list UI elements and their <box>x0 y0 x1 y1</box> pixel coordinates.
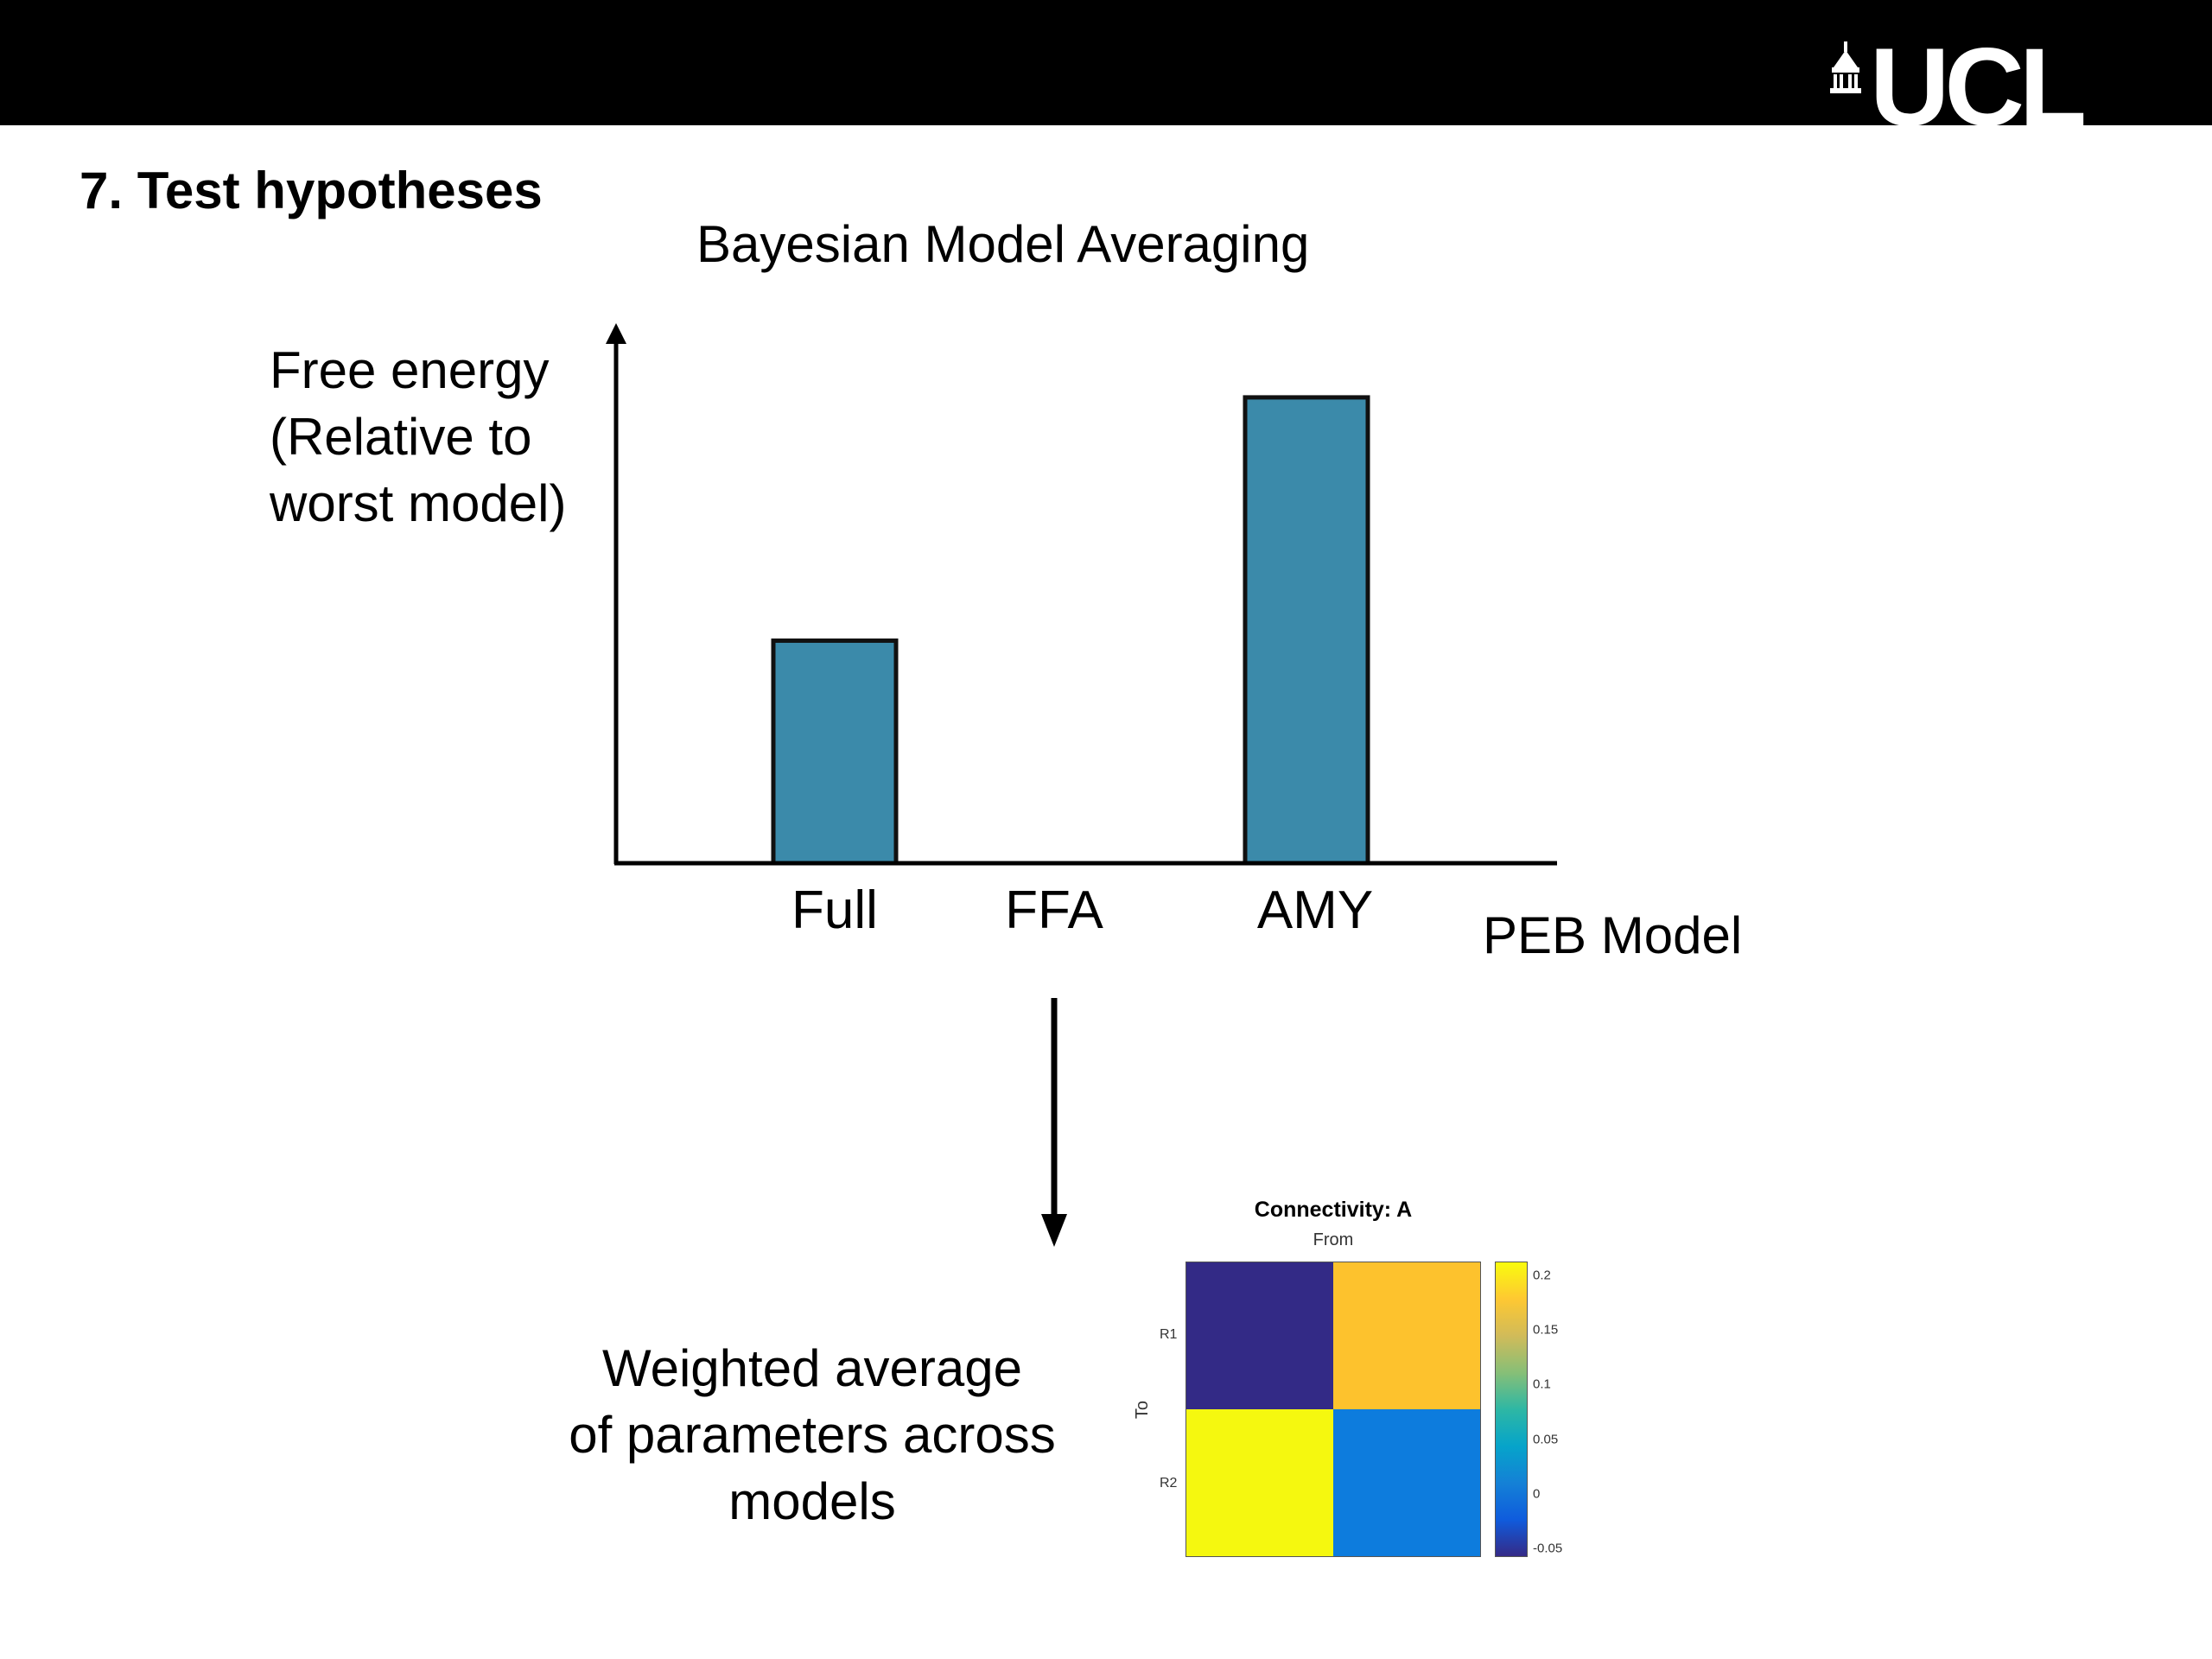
heatmap-cell <box>1186 1409 1333 1556</box>
heatmap-y-label: To <box>1133 1400 1153 1420</box>
caption-line: Weighted average <box>602 1339 1022 1397</box>
colorbar-tick-label: 0 <box>1533 1486 1541 1502</box>
colorbar <box>1495 1262 1528 1557</box>
heatmap-grid <box>1185 1262 1481 1557</box>
bar-full <box>771 638 899 866</box>
caption-line: models <box>728 1472 896 1530</box>
ucl-logo-graphic: UCL <box>1830 35 2089 125</box>
heatmap-cell <box>1333 1409 1480 1556</box>
colorbar-tick-label: 0.2 <box>1533 1268 1551 1283</box>
y-axis-label-line: Free energy <box>270 341 550 399</box>
y-axis-label: Free energy (Relative to worst model) <box>270 337 566 537</box>
y-axis-label-line: (Relative to <box>270 408 532 466</box>
slide-title: 7. Test hypotheses <box>79 162 543 219</box>
y-axis-arrow-icon <box>606 323 626 344</box>
heatmap-row-label: R1 <box>1160 1327 1178 1342</box>
colorbar-tick-label: -0.05 <box>1533 1541 1563 1556</box>
caption-line: of parameters across <box>569 1406 1056 1464</box>
colorbar-tick-label: 0.05 <box>1533 1432 1559 1447</box>
down-arrow-icon <box>1041 998 1067 1247</box>
y-axis-label-line: worst model) <box>270 474 567 532</box>
x-tick-label: Full <box>791 880 878 940</box>
ucl-logo: UCL <box>1825 35 2145 125</box>
heatmap-row-label: R2 <box>1160 1476 1178 1491</box>
chart-title: Bayesian Model Averaging <box>696 215 1310 273</box>
colorbar-tick-label: 0.1 <box>1533 1376 1551 1392</box>
heatmap-cell <box>1186 1262 1333 1409</box>
svg-text:UCL: UCL <box>1870 35 2084 125</box>
bottom-caption: Weighted average of parameters across mo… <box>510 1335 1115 1535</box>
bar-amy <box>1243 395 1370 866</box>
x-tick-label: FFA <box>1005 880 1103 940</box>
colorbar-tick-label: 0.15 <box>1533 1322 1559 1338</box>
heatmap-cell <box>1333 1262 1480 1409</box>
heatmap-x-label: From <box>1313 1230 1354 1249</box>
heatmap-title: Connectivity: A <box>1254 1198 1413 1222</box>
x-tick-label: AMY <box>1256 880 1374 940</box>
x-axis-label: PEB Model <box>1483 906 1743 964</box>
